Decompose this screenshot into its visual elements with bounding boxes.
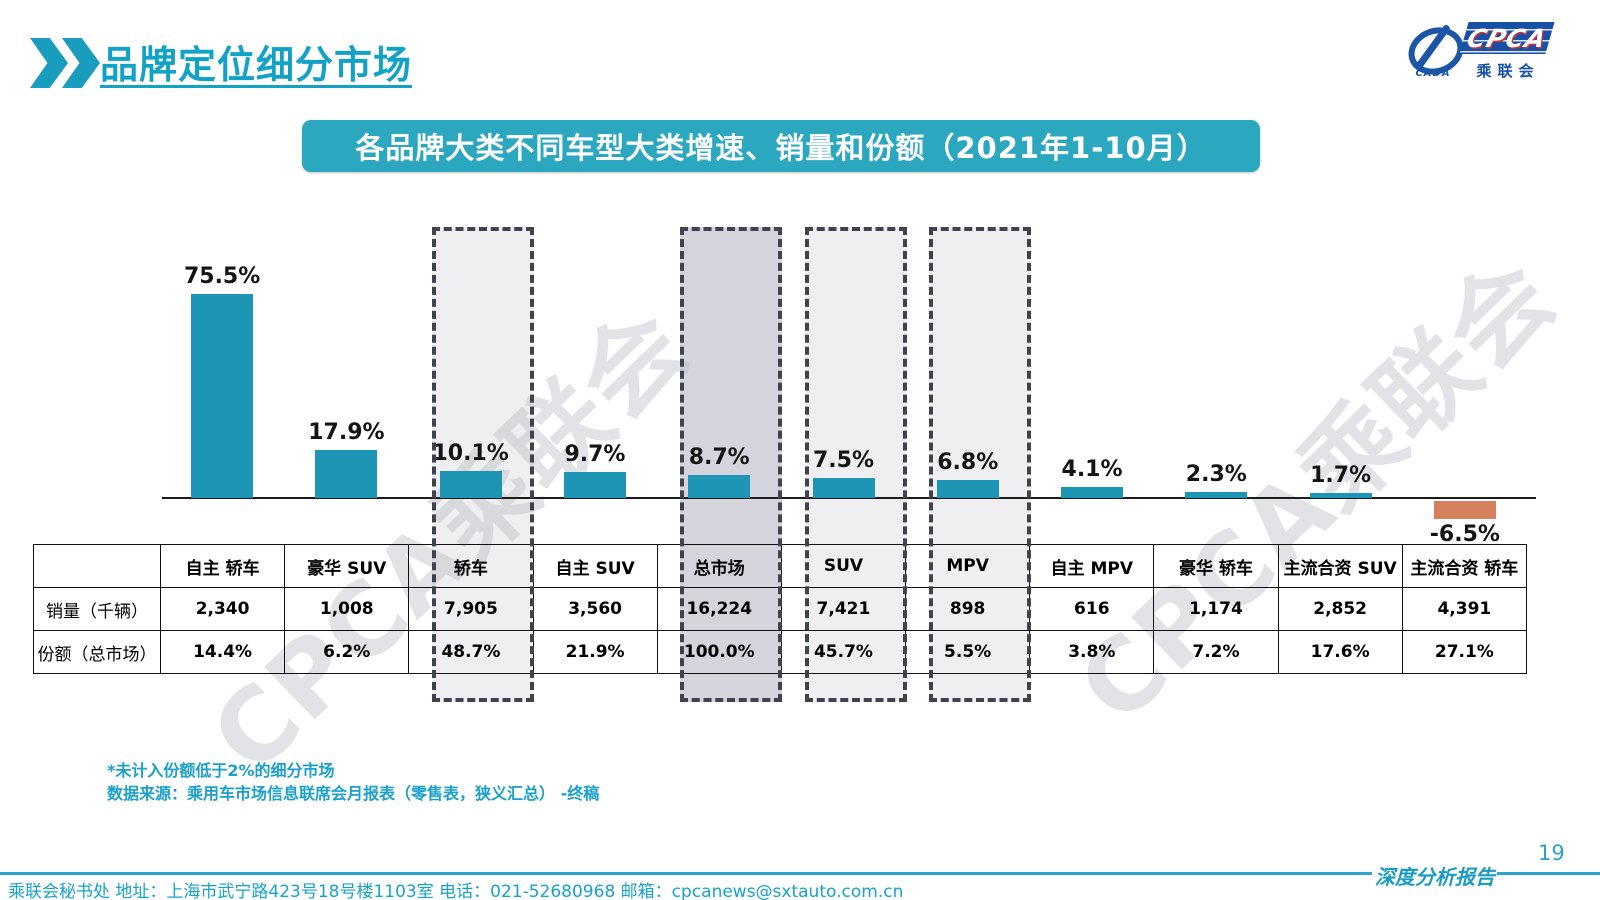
table-cell: 16,224 — [656, 587, 782, 631]
table-cell: 27.1% — [1401, 630, 1528, 674]
bar-positive — [1185, 492, 1248, 498]
table-column-header: 自主 SUV — [532, 544, 658, 588]
table-cell: 1,008 — [284, 587, 410, 631]
bar-value-label: 17.9% — [308, 420, 385, 445]
table-column-header: 自主 轿车 — [159, 544, 286, 588]
table-cell: 14.4% — [159, 630, 286, 674]
chart-title-banner: 各品牌大类不同车型大类增速、销量和份额（2021年1-10月） — [302, 120, 1260, 172]
table-column-header: 总市场 — [656, 544, 782, 588]
table-cell: 1,174 — [1153, 587, 1279, 631]
table-cell: 2,852 — [1277, 587, 1403, 631]
table-cell: 17.6% — [1277, 630, 1403, 674]
table-cell: 5.5% — [905, 630, 1031, 674]
bar-value-label: 1.7% — [1310, 463, 1372, 488]
table-row-header: 销量（千辆） — [33, 587, 161, 631]
table-cell: 3,560 — [532, 587, 658, 631]
bar-positive — [688, 475, 751, 498]
cpca-logo: CADA CPCA 乘联会 — [1401, 19, 1555, 86]
table-cell: 6.2% — [284, 630, 410, 674]
bar-positive — [563, 472, 626, 498]
report-type-label: 深度分析报告 — [1375, 865, 1495, 889]
page-title: 品牌定位细分市场 — [100, 43, 413, 87]
cada-wordmark: CADA — [1415, 68, 1451, 79]
bar-positive — [1309, 493, 1372, 498]
table-row: 销量（千辆） 2,340 1,008 7,905 3,560 16,224 7,421 898… — [33, 587, 1528, 631]
table-cell: 4,391 — [1401, 587, 1528, 631]
bar-value-label: 9.7% — [564, 442, 626, 467]
table-cell: 898 — [905, 587, 1031, 631]
cpca-wordmark: CPCA — [1459, 22, 1555, 54]
table-cell: 100.0% — [656, 630, 782, 674]
table-corner-cell — [33, 544, 161, 588]
table-cell: 3.8% — [1029, 630, 1155, 674]
chevron-right-icon — [30, 38, 68, 88]
bar-value-label: 2.3% — [1185, 462, 1247, 487]
data-table: 自主 轿车 豪华 SUV 轿车 自主 SUV 总市场 SUV MPV 自主 MPV 豪华 轿车主… — [33, 544, 1528, 674]
bar-positive — [315, 450, 378, 498]
page-number: 19 — [1538, 841, 1565, 865]
table-column-header: 轿车 — [408, 544, 534, 588]
bar-value-label: -6.5% — [1429, 522, 1500, 547]
table-column-header: 自主 MPV — [1029, 544, 1155, 588]
table-cell: 2,340 — [159, 587, 286, 631]
bar-value-label: 6.8% — [937, 450, 999, 475]
chart-title: 各品牌大类不同车型大类增速、销量和份额（2021年1-10月） — [355, 131, 1207, 165]
footer-divider — [1497, 872, 1600, 875]
table-cell: 7,905 — [408, 587, 534, 631]
table-cell: 7.2% — [1153, 630, 1279, 674]
table-cell: 616 — [1029, 587, 1155, 631]
table-row: 份额（总市场） 14.4% 6.2% 48.7% 21.9% 100.0% 45.7% 5.5… — [33, 630, 1528, 674]
bar-value-label: 4.1% — [1061, 457, 1123, 482]
bar-value-label: 75.5% — [183, 264, 261, 289]
table-row-header: 份额（总市场） — [33, 630, 161, 674]
table-cell: 7,421 — [780, 587, 907, 631]
table-column-header: 豪华 轿车 — [1153, 544, 1279, 588]
bar-positive — [191, 294, 254, 498]
cpca-logo-subtitle: 乘联会 — [1476, 62, 1540, 80]
bar-positive — [1061, 487, 1124, 498]
table-column-header: 主流合资 轿车 — [1401, 544, 1528, 588]
footnote-source: 数据来源：乘用车市场信息联席会月报表（零售表，狭义汇总） -终稿 — [107, 784, 600, 803]
table-cell: 45.7% — [780, 630, 907, 674]
table-cell: 48.7% — [408, 630, 534, 674]
bar-value-label: 10.1% — [432, 441, 509, 466]
x-axis-baseline — [162, 497, 1536, 499]
table-column-header: MPV — [905, 544, 1031, 588]
bar-negative — [1433, 501, 1496, 519]
table-column-header: SUV — [780, 544, 907, 588]
table-column-header: 主流合资 SUV — [1277, 544, 1403, 588]
bar-positive — [812, 478, 875, 498]
table-cell: 21.9% — [532, 630, 658, 674]
footer-contact: 乘联会秘书处 地址：上海市武宁路423号18号楼1103室 电话：021-526… — [8, 882, 904, 900]
cada-emblem-icon — [1401, 19, 1471, 83]
table-column-header: 豪华 SUV — [284, 544, 410, 588]
bar-positive — [439, 471, 502, 498]
bar-value-label: 8.7% — [688, 445, 750, 470]
footer-divider — [0, 872, 1372, 875]
bar-positive — [936, 480, 999, 498]
bar-value-label: 7.5% — [812, 448, 874, 473]
footnote-asterisk: *未计入份额低于2%的细分市场 — [107, 761, 335, 780]
